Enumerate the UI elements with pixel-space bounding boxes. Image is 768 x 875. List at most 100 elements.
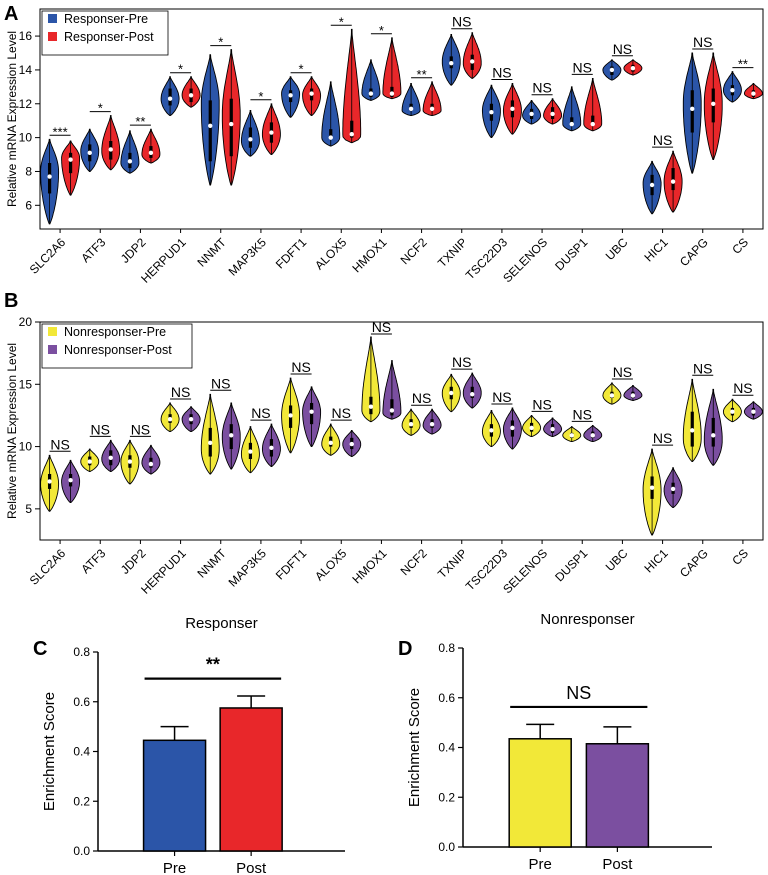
violin-median-dot	[349, 132, 354, 137]
significance-label: *	[218, 35, 223, 50]
y-tick-label: 20	[19, 315, 33, 329]
violin-median-dot	[208, 123, 213, 128]
legend-label: Responser-Post	[64, 30, 154, 44]
panel-label-c: C	[33, 638, 47, 660]
significance-label: NS	[733, 380, 752, 396]
violin-median-dot	[408, 421, 414, 427]
violin-median-dot	[670, 486, 676, 492]
bar	[508, 738, 572, 848]
x-tick-label: ALOX5	[312, 235, 349, 272]
panel-d: Nonresponser 0.0 0.2 0.4 0.6 0.8 Enrichment Sc…	[406, 611, 712, 873]
violin-median-dot	[68, 478, 73, 483]
x-tick-label: HIC1	[641, 546, 670, 575]
significance-label: NS	[372, 319, 391, 335]
violin-median-dot	[470, 59, 475, 64]
significance-label: NS	[171, 384, 190, 400]
bar	[142, 739, 207, 852]
violin-iqr-box	[711, 417, 715, 447]
x-tick-label: UBC	[603, 235, 631, 263]
significance-label: NS	[91, 421, 110, 437]
x-tick-label: MAP3K5	[226, 546, 270, 590]
violin-median-dot	[470, 392, 475, 397]
violin-median-dot	[368, 91, 374, 96]
significance-label: *	[258, 89, 263, 104]
y-tick-label: 0.6	[73, 695, 90, 709]
y-tick-label: 14	[19, 63, 33, 77]
y-tick-label: 8	[25, 164, 32, 178]
violin-median-dot	[609, 393, 615, 398]
violin-median-dot	[408, 106, 414, 112]
y-tick-label: 0.6	[438, 691, 455, 705]
significance-label: NS	[532, 80, 551, 96]
violin-iqr-box	[671, 168, 675, 191]
violin-median-dot	[127, 459, 133, 464]
plot-frame	[39, 321, 764, 541]
y-tick-label: 10	[19, 440, 33, 454]
legend-swatch	[48, 14, 57, 23]
x-tick-label: MAP3K5	[226, 235, 270, 279]
panel-label-a: A	[4, 3, 18, 25]
violin-median-dot	[389, 408, 395, 413]
significance-label: NS	[412, 390, 431, 406]
legend-swatch	[48, 32, 57, 41]
significance-label: *	[299, 62, 304, 77]
legend-label: Responser-Pre	[64, 12, 148, 26]
violin-iqr-box	[690, 90, 694, 133]
y-tick-label: 0.4	[73, 745, 90, 759]
x-tick-label: FDFT1	[273, 546, 310, 583]
violin-median-dot	[188, 93, 194, 98]
x-tick-label: ATF3	[78, 235, 108, 265]
violin-median-dot	[489, 110, 494, 115]
significance-label: NS	[332, 405, 351, 421]
y-tick-label: 0.0	[438, 840, 455, 854]
x-tick-label: FDFT1	[273, 235, 310, 272]
significance-label: *	[98, 101, 103, 116]
violin-median-dot	[429, 421, 435, 427]
x-tick-label: ATF3	[78, 546, 108, 576]
significance-label: NS	[693, 34, 712, 50]
violin-median-dot	[328, 135, 333, 140]
x-tick-label: HMOX1	[349, 546, 389, 586]
x-tick-label: Post	[236, 860, 267, 875]
violin-iqr-box	[591, 115, 595, 125]
violin-median-dot	[288, 93, 293, 98]
violin-median-dot	[510, 425, 515, 431]
x-tick-label: JDP2	[118, 235, 149, 266]
violin-median-dot	[229, 433, 234, 438]
violin-median-dot	[649, 182, 655, 188]
significance-label: NS	[50, 436, 69, 452]
violin-median-dot	[730, 88, 735, 93]
y-tick-label: 5	[25, 502, 32, 516]
significance-label: NS	[573, 59, 592, 75]
violin-median-dot	[590, 121, 595, 127]
significance-label: NS	[131, 421, 150, 437]
violin-median-dot	[670, 179, 676, 184]
y-axis-label: Relative mRNA Expression Level	[5, 31, 19, 207]
violin-median-dot	[389, 91, 395, 96]
x-tick-label: TXNIP	[435, 235, 470, 270]
legend-box	[41, 10, 169, 56]
violin-median-dot	[248, 449, 253, 454]
significance-label: **	[135, 114, 145, 129]
significance-label: NS	[492, 389, 511, 405]
significance-label: NS	[291, 359, 310, 375]
violin-median-dot	[188, 416, 194, 422]
significance-label: NS	[566, 683, 591, 703]
violin-median-dot	[148, 461, 154, 467]
violin-median-dot	[690, 428, 695, 433]
legend-label: Nonresponser-Post	[64, 343, 172, 357]
significance-label: NS	[613, 41, 632, 57]
violin-median-dot	[711, 433, 716, 438]
x-tick-label: SLC2A6	[27, 546, 69, 588]
y-tick-label: 0.4	[438, 741, 455, 755]
x-tick-label: UBC	[603, 546, 631, 574]
x-tick-label: SELENOS	[500, 546, 550, 596]
violin-median-dot	[208, 440, 213, 446]
x-tick-label: NCF2	[398, 546, 430, 578]
violin-median-dot	[248, 137, 253, 142]
significance-label: NS	[211, 375, 230, 391]
significance-label: *	[178, 62, 183, 77]
violin-median-dot	[87, 459, 92, 464]
violin-iqr-box	[570, 117, 574, 125]
